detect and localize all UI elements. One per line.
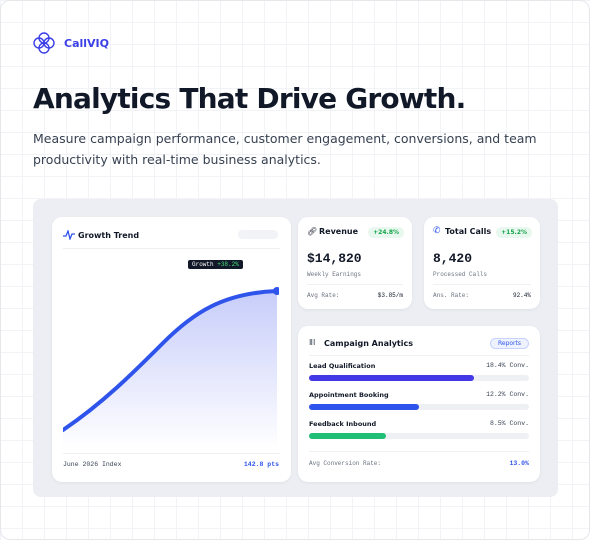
calls-card: ✆ Total Calls +15.2% 8,420 Processed Cal… (424, 217, 540, 309)
calls-caption: Processed Calls (433, 271, 488, 278)
divider (433, 284, 531, 285)
row-value: 12.2% Conv. (486, 391, 529, 398)
growth-footer-left: June 2026 Index (63, 461, 122, 468)
row-value: 8.5% Conv. (489, 420, 529, 427)
growth-badge: Growth +38.2% (188, 260, 243, 269)
row-value: 18.4% Conv. (486, 362, 529, 369)
progress-bar (309, 433, 386, 439)
placeholder-button (238, 230, 278, 239)
calls-value: 8,420 (433, 251, 473, 266)
divider (63, 453, 280, 454)
calls-stat-value: 92.4% (512, 292, 531, 299)
progress-bar (309, 404, 419, 410)
brand: CallVIQ (64, 37, 109, 50)
row-label: Appointment Booking (309, 391, 389, 399)
bars-icon: ⅡⅠ (309, 338, 316, 347)
divider (63, 248, 280, 249)
progress-bar (309, 375, 474, 381)
trend-icon (63, 230, 75, 240)
calls-title: Total Calls (445, 227, 492, 236)
revenue-change: +24.8% (368, 227, 404, 238)
campaign-footer-label: Avg Conversion Rate: (309, 460, 382, 467)
campaign-title: Campaign Analytics (324, 339, 413, 348)
badge-label: Growth (192, 261, 214, 268)
phone-icon: ✆ (433, 226, 441, 236)
link-icon: 🔗︎ (307, 227, 318, 236)
badge-value: +38.2% (217, 261, 239, 268)
reports-button[interactable]: Reports (489, 338, 529, 349)
headline: Analytics That Drive Growth. (33, 82, 466, 115)
description: Measure campaign performance, customer e… (33, 131, 537, 167)
progress-track (309, 433, 529, 439)
growth-title: Growth Trend (78, 231, 140, 240)
dashboard: Growth Trend Growth +38.2% June 2026 Ind… (33, 199, 558, 497)
row-label: Feedback Inbound (309, 420, 377, 428)
logo-icon (33, 32, 55, 54)
progress-track (309, 375, 529, 381)
calls-stat-label: Ans. Rate: (433, 292, 470, 299)
revenue-value: $14,820 (307, 251, 362, 266)
growth-card: Growth Trend Growth +38.2% June 2026 Ind… (52, 217, 291, 482)
row-label: Lead Qualification (309, 362, 376, 370)
revenue-title: Revenue (319, 227, 359, 236)
revenue-caption: Weekly Earnings (307, 271, 362, 278)
progress-track (309, 404, 529, 410)
calls-change: +15.2% (496, 227, 532, 238)
revenue-stat-value: $3.85/m (377, 292, 403, 299)
growth-footer-right: 142.8 pts (243, 461, 279, 468)
divider (309, 451, 529, 452)
growth-curve (63, 287, 279, 449)
campaign-footer-value: 13.0% (509, 460, 529, 467)
revenue-card: 🔗︎ Revenue +24.8% $14,820 Weekly Earning… (298, 217, 412, 309)
campaign-card: ⅡⅠ Campaign Analytics Reports Avg Conver… (298, 326, 540, 482)
revenue-stat-label: Avg Rate: (307, 292, 340, 299)
divider (309, 355, 529, 356)
divider (307, 284, 403, 285)
